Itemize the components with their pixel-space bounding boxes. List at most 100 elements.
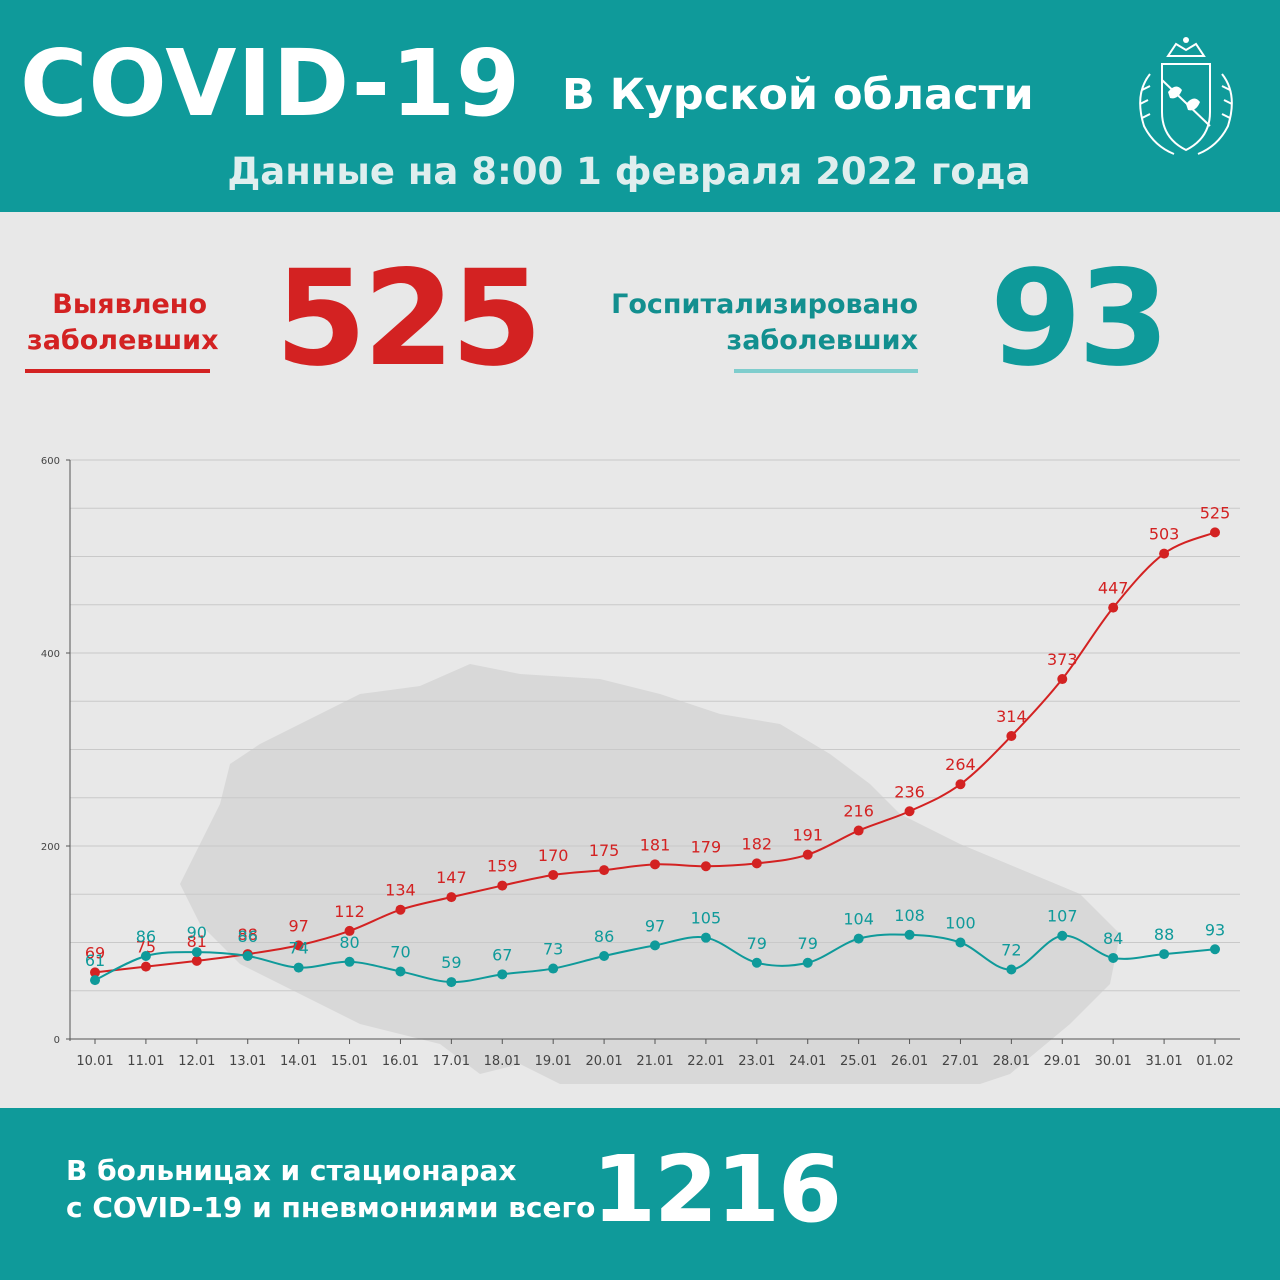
data-label: 80 xyxy=(339,933,359,952)
data-label: 181 xyxy=(640,835,671,854)
x-tick-label: 19.01 xyxy=(535,1054,572,1069)
data-label: 100 xyxy=(945,914,976,933)
cases-label: Выявлено заболевших xyxy=(27,287,219,359)
data-point xyxy=(446,892,457,903)
data-point xyxy=(191,955,202,966)
data-point xyxy=(700,932,711,943)
main-panel: Выявлено заболевших 525 Госпитализирован… xyxy=(0,212,1280,1108)
data-point xyxy=(90,975,100,986)
data-label: 175 xyxy=(589,841,620,860)
cases-underline xyxy=(25,369,210,373)
region-title: В Курской области xyxy=(562,70,1034,120)
x-tick-label: 23.01 xyxy=(738,1054,775,1069)
data-label: 108 xyxy=(894,906,925,925)
data-point xyxy=(1006,964,1017,975)
x-tick-label: 24.01 xyxy=(789,1054,826,1069)
cases-value: 525 xyxy=(275,242,543,396)
x-tick-label: 14.01 xyxy=(280,1054,317,1069)
data-point xyxy=(904,929,915,940)
data-label: 107 xyxy=(1047,907,1078,926)
data-point xyxy=(599,951,610,962)
x-tick-label: 22.01 xyxy=(687,1054,724,1069)
data-point xyxy=(802,957,813,968)
series-line-0 xyxy=(94,531,1216,974)
hosp-label-line1: Госпитализировано xyxy=(611,289,918,320)
x-tick-label: 13.01 xyxy=(229,1054,266,1069)
data-label: 88 xyxy=(238,925,258,944)
data-point xyxy=(497,969,508,980)
data-label: 191 xyxy=(792,826,823,845)
data-point xyxy=(293,940,304,951)
data-label: 90 xyxy=(187,923,207,942)
x-tick-label: 16.01 xyxy=(382,1054,419,1069)
data-point xyxy=(446,977,457,988)
data-point xyxy=(548,963,559,974)
x-tick-label: 17.01 xyxy=(433,1054,470,1069)
x-tick-label: 28.01 xyxy=(993,1054,1030,1069)
data-point xyxy=(955,937,966,948)
data-label: 86 xyxy=(238,927,258,946)
hosp-label-line2: заболевших xyxy=(726,325,919,356)
x-tick-label: 12.01 xyxy=(178,1054,215,1069)
data-label: 86 xyxy=(594,927,614,946)
data-label: 97 xyxy=(645,916,665,935)
data-label: 88 xyxy=(1154,925,1174,944)
coat-of-arms-icon xyxy=(1139,37,1233,155)
data-point xyxy=(955,779,966,790)
data-label: 69 xyxy=(85,943,105,962)
data-point xyxy=(853,825,864,836)
y-tick-label: 200 xyxy=(41,842,60,853)
data-point xyxy=(1210,527,1220,538)
data-label: 73 xyxy=(543,940,563,959)
data-point xyxy=(1108,952,1119,963)
footer-label-line1: В больницах и стационарах xyxy=(66,1154,517,1187)
footer-banner: В больницах и стационарах с COVID-19 и п… xyxy=(0,1108,1280,1280)
hosp-label: Госпитализировано заболевших xyxy=(592,287,918,359)
data-label: 67 xyxy=(492,945,512,964)
data-label: 112 xyxy=(334,902,365,921)
data-point xyxy=(548,869,559,880)
footer-label-line2: с COVID-19 и пневмониями всего xyxy=(66,1191,596,1224)
data-point xyxy=(1210,944,1220,955)
data-point xyxy=(1159,548,1170,559)
data-point xyxy=(140,961,151,972)
line-chart: 0 200 400 600 10.01 11.01 12.01 13.01 14.01 15.01… xyxy=(41,456,1240,1084)
chart-series: 69 75 81 88 97 112 134 147 159 170 175 181 179 182 191… xyxy=(85,503,1230,988)
data-label: 373 xyxy=(1047,650,1078,669)
data-label: 75 xyxy=(136,938,156,957)
y-tick-label: 400 xyxy=(41,649,60,660)
data-point xyxy=(751,858,762,869)
data-point xyxy=(90,967,100,978)
data-label: 79 xyxy=(798,934,818,953)
x-tick-label: 15.01 xyxy=(331,1054,368,1069)
data-point xyxy=(904,806,915,817)
hosp-value: 93 xyxy=(990,242,1170,396)
data-label: 447 xyxy=(1098,579,1129,598)
cases-label-line2: заболевших xyxy=(27,325,219,356)
data-label: 236 xyxy=(894,782,925,801)
data-point xyxy=(650,859,660,870)
x-tick-label: 21.01 xyxy=(636,1054,673,1069)
data-label: 70 xyxy=(390,942,410,961)
x-tick-label: 18.01 xyxy=(484,1054,521,1069)
data-point xyxy=(242,951,253,962)
data-label: 79 xyxy=(747,934,767,953)
data-label: 105 xyxy=(691,909,722,928)
data-point xyxy=(700,861,711,872)
chart-grid xyxy=(70,459,1240,992)
footer-label: В больницах и стационарах с COVID-19 и п… xyxy=(66,1152,595,1226)
data-point xyxy=(1159,949,1170,960)
data-point xyxy=(1108,602,1119,613)
data-point xyxy=(1057,930,1068,941)
data-label: 74 xyxy=(288,939,308,958)
cases-label-line1: Выявлено xyxy=(52,289,207,320)
data-label: 182 xyxy=(742,834,773,853)
footer-value: 1216 xyxy=(592,1136,842,1243)
data-date: Данные на 8:00 1 февраля 2022 года xyxy=(227,150,1031,193)
data-label: 264 xyxy=(945,755,976,774)
data-point xyxy=(293,962,304,973)
data-label: 170 xyxy=(538,846,569,865)
data-point xyxy=(191,947,202,958)
x-tick-label: 27.01 xyxy=(942,1054,979,1069)
